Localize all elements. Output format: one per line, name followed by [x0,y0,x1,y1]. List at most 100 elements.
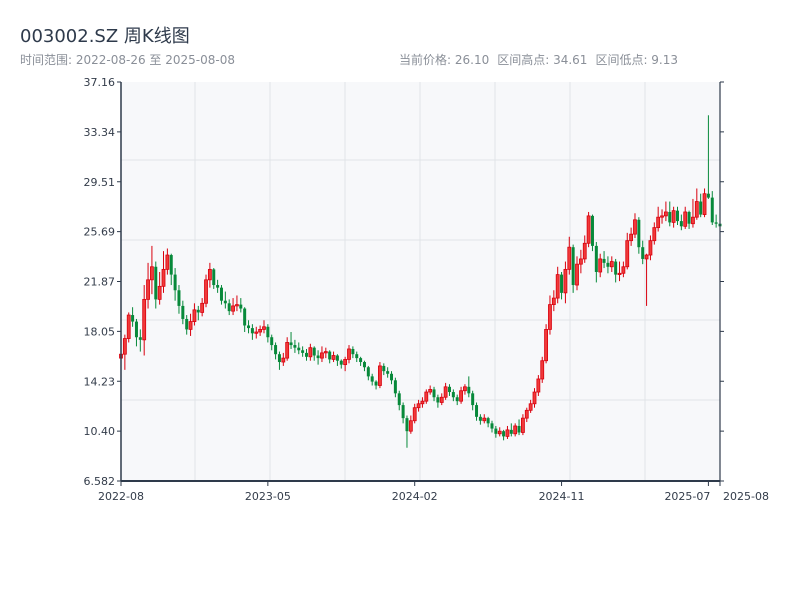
candle-body [679,221,683,227]
candle-body [683,211,688,227]
current-price: 当前价格: 26.10 [399,53,490,67]
candle-body [177,290,181,306]
candle-body [524,409,529,419]
candle-body [250,328,254,334]
candle-body [359,358,363,363]
candle-body [544,329,548,362]
candle-body [122,338,127,355]
candle-body [243,308,247,326]
candle-body [192,309,197,322]
candle-body [509,429,513,434]
candle-body [323,351,328,354]
candle-body [567,246,572,270]
candle-body [494,428,498,434]
period-low: 区间低点: 9.13 [595,53,679,67]
candle-body [312,347,316,356]
candle-body [397,393,401,406]
candle-body [590,215,594,246]
candle-body [540,360,545,380]
candle-body [475,405,479,417]
candle-body [154,266,158,300]
candle-body [196,309,200,313]
candle-body [297,347,301,351]
chart-title: 003002.SZ 周K线图 [20,26,190,47]
candle-body [694,201,699,218]
candle-body [207,268,212,281]
candle-body [281,357,286,363]
candle-body [262,326,266,330]
candle-body [223,300,227,304]
candle-body [687,211,691,224]
candle-body [497,430,502,435]
candle-body [247,325,251,329]
candle-body [663,211,668,217]
candle-body [513,425,518,435]
candle-body [563,268,568,294]
candle-body [239,304,243,309]
candle-body [575,263,579,286]
price-stats: 当前价格: 26.10 区间高点: 34.61 区间低点: 9.13 [399,51,678,68]
candle-body [637,219,641,248]
candle-body [532,391,537,405]
candle-body [258,329,263,333]
x-tick-label: 2025-08 [723,490,769,503]
candle-body [351,348,355,355]
candle-body [301,350,305,353]
candle-body [517,425,521,433]
candle-body [420,400,425,405]
candle-body [142,298,147,341]
candle-body [702,193,707,215]
candle-body [536,378,541,393]
x-tick-label: 2024-11 [539,490,585,503]
candle-body [706,193,710,198]
candle-body [185,318,189,330]
candle-body [625,240,630,268]
candle-body [571,247,575,286]
candle-body [204,279,208,304]
candle-body [131,315,135,322]
candle-body [528,403,533,411]
candle-body [478,416,482,421]
candle-body [386,371,390,374]
candle-body [551,297,556,306]
candle-body [254,331,259,334]
y-tick-label: 6.582 [84,475,116,488]
candle-body [308,347,313,358]
candle-body [555,274,560,299]
candle-body [439,396,444,403]
candle-body [652,227,657,242]
candle-body [343,359,348,366]
candle-body [227,303,231,312]
candle-body [382,365,386,372]
candle-body [490,423,494,429]
candle-body [331,355,336,360]
candle-body [459,390,463,402]
y-tick-label: 10.40 [84,425,116,438]
candle-body [660,215,664,218]
candle-body [138,337,142,340]
candle-body [289,342,293,346]
candle-body [671,210,676,223]
candle-body [424,391,429,402]
candle-body [578,258,583,265]
candle-body [339,360,343,365]
y-tick-label: 21.87 [84,276,116,289]
candle-body [285,342,290,359]
candle-body [521,417,525,433]
candle-body [602,258,606,263]
candle-body [219,287,223,301]
candle-body [668,211,672,223]
x-tick-label: 2023-05 [245,490,291,503]
candle-body [432,389,436,398]
period-high: 区间高点: 34.61 [497,53,588,67]
candle-body [134,321,138,338]
candle-body [231,305,235,312]
candle-body [416,403,421,409]
candle-body [560,274,564,293]
candle-body [393,380,397,394]
candle-body [691,216,695,225]
candle-body [714,222,718,224]
candle-body [362,362,366,368]
y-tick-label: 25.69 [84,226,116,239]
candle-body [598,258,603,273]
